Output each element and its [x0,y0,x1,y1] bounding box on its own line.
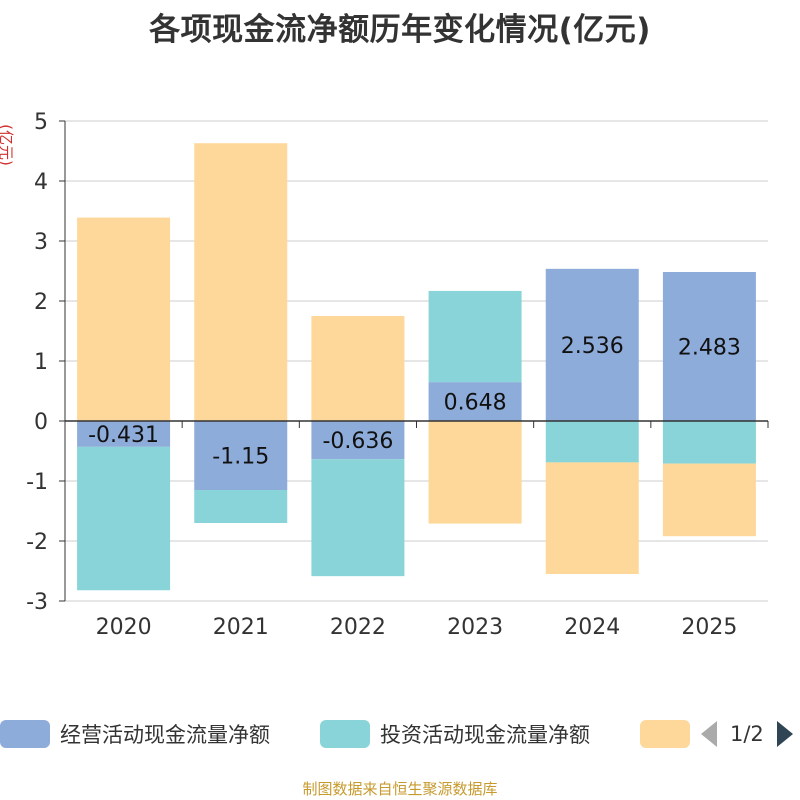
bar-series2[interactable] [428,421,522,524]
x-tick-label: 2023 [447,615,503,640]
data-label: -0.636 [322,429,393,454]
y-tick-label: -2 [26,530,48,555]
x-tick-label: 2024 [564,615,620,640]
legend-swatch-financing [640,720,690,748]
bar-series2[interactable] [194,143,288,421]
bar-chart: 5 4 3 2 1 0 -1 -2 -3 2020 2021 2022 2023 2024 2025 -0.… [0,110,769,640]
x-tick-label: 2022 [330,615,386,640]
legend-swatch-operating [0,720,50,748]
legend-swatch-investing [320,720,370,748]
bars [77,143,756,591]
bar-series1[interactable] [662,421,756,464]
y-tick-label: 0 [34,410,48,435]
bar-series0[interactable] [194,421,288,490]
next-page-icon[interactable] [776,720,794,748]
y-tick-label: -1 [26,470,48,495]
bar-series0[interactable] [77,421,171,447]
legend-pager: 1/2 [700,719,794,749]
axes: 5 4 3 2 1 0 -1 -2 -3 2020 2021 2022 2023 2024 2025 [26,110,769,640]
bar-series0[interactable] [545,268,639,421]
legend-label-operating: 经营活动现金流量净额 [60,723,270,747]
data-label: 2.536 [561,334,624,359]
bar-series1[interactable] [311,459,405,577]
bar-series2[interactable] [662,463,756,537]
data-label: -0.431 [88,423,159,448]
legend-item-financing[interactable] [640,719,700,749]
x-tick-label: 2025 [681,615,737,640]
bar-series1[interactable] [77,446,171,591]
bar-series1[interactable] [194,490,288,523]
data-source: 制图数据来自恒生聚源数据库 [302,780,498,798]
legend-page-indicator: 1/2 [730,722,764,746]
x-tick-label: 2020 [96,615,152,640]
bar-series2[interactable] [77,217,171,421]
y-tick-label: -3 [26,590,48,615]
y-tick-label: 2 [34,290,48,315]
bar-series1[interactable] [545,421,639,463]
bar-series0[interactable] [311,421,405,460]
bar-series0[interactable] [428,382,522,421]
legend-item-investing[interactable]: 投资活动现金流量净额 [320,719,590,749]
chart-title: 各项现金流净额历年变化情况(亿元) [149,12,651,48]
bar-series1[interactable] [428,290,522,383]
grid-lines [65,120,768,602]
data-label: 0.648 [444,391,507,416]
legend-item-operating[interactable]: 经营活动现金流量净额 [0,719,270,749]
y-tick-label: 4 [34,170,48,195]
y-tick-label: 1 [34,350,48,375]
bar-series0[interactable] [662,272,756,421]
bar-series2[interactable] [545,462,639,574]
data-label: 2.483 [678,336,741,361]
data-label: -1.15 [212,445,269,470]
data-labels: -0.431 -1.15 -0.636 0.648 2.536 2.483 [88,334,741,470]
prev-page-icon[interactable] [700,720,718,748]
legend-label-investing: 投资活动现金流量净额 [380,723,590,747]
y-tick-label: 5 [34,110,48,135]
y-tick-label: 3 [34,230,48,255]
x-tick-label: 2021 [213,615,269,640]
y-axis-label: (亿元) [0,124,15,166]
bar-series2[interactable] [311,316,405,421]
